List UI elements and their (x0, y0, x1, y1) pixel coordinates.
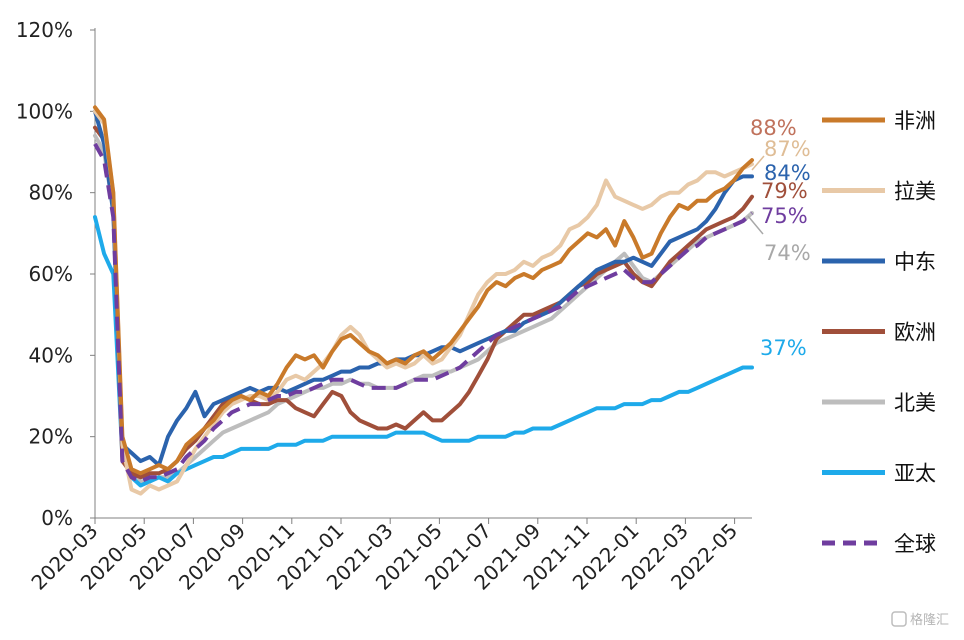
series-end-label: 79% (761, 179, 808, 203)
y-tick-label: 0% (41, 506, 73, 530)
series-end-label: 87% (764, 137, 811, 161)
legend-label: 拉美 (894, 180, 936, 204)
y-tick-label: 40% (29, 343, 73, 367)
series-end-label: 84% (764, 161, 811, 185)
y-tick-label: 20% (29, 425, 73, 449)
series-end-label: 74% (764, 241, 811, 265)
legend-label: 北美 (894, 391, 936, 415)
series-line (93, 109, 754, 496)
y-tick-label: 100% (16, 99, 73, 123)
end-labels: 88%87%84%79%75% 74% 37% (747, 116, 811, 360)
series-line (93, 105, 754, 476)
series-line (93, 125, 754, 480)
watermark: 格隆汇 (891, 611, 949, 628)
series-line (93, 142, 754, 484)
legend-label: 中东 (894, 250, 936, 274)
label-leader-line (747, 215, 764, 235)
legend-label: 欧洲 (894, 321, 936, 345)
watermark-text: 格隆汇 (910, 612, 949, 628)
y-tick-label: 60% (29, 262, 73, 286)
series-layer (93, 105, 754, 496)
y-tick-label: 80% (29, 181, 73, 205)
legend-label: 亚太 (894, 462, 936, 486)
y-tick-label: 120% (16, 18, 73, 42)
series-line (93, 215, 754, 488)
series-end-label: 75% (761, 204, 808, 228)
legend-label: 全球 (894, 532, 936, 556)
watermark-logo-icon (891, 611, 907, 627)
axes: 0%20%40%60%80%100%120%2020-032020-052020… (16, 18, 752, 595)
series-line (93, 133, 754, 484)
series-end-label: 37% (760, 336, 807, 360)
series-end-label: 88% (750, 116, 797, 140)
legend-label: 非洲 (894, 109, 936, 133)
label-leader-line (751, 155, 765, 171)
